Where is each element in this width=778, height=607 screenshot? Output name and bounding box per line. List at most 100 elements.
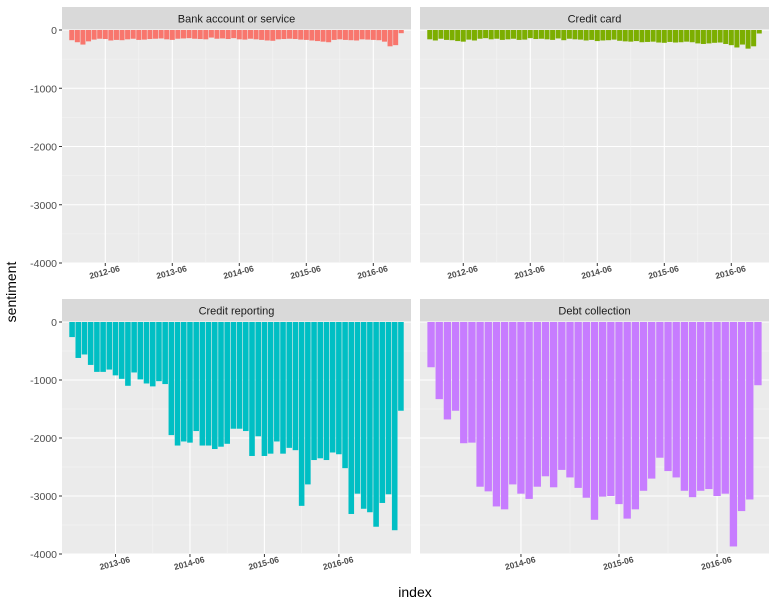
bar [499, 30, 505, 40]
bar [517, 322, 525, 494]
x-axis-title: index [398, 584, 431, 600]
bar [737, 322, 746, 512]
bar [555, 30, 561, 39]
bar [656, 322, 664, 458]
bar [311, 322, 317, 461]
bar [102, 30, 108, 40]
bar [544, 30, 550, 40]
bar [611, 30, 617, 40]
bar [639, 30, 645, 43]
x-tick-label: 2014-06 [222, 263, 255, 281]
bar [648, 322, 656, 479]
bar [509, 322, 517, 485]
facet-strip-label: Credit card [568, 14, 622, 26]
facet-strip [62, 299, 411, 322]
bar [348, 30, 354, 41]
bar [270, 30, 276, 41]
bar [267, 322, 274, 454]
bar [131, 322, 137, 373]
bar [208, 30, 214, 38]
bar [751, 30, 757, 47]
bar [320, 30, 326, 42]
x-tick-label: 2016-06 [700, 554, 733, 572]
bar [314, 30, 320, 42]
bar [259, 30, 265, 40]
bar [236, 30, 242, 40]
bar [451, 322, 460, 411]
bar [354, 322, 361, 494]
bar [130, 30, 136, 39]
bar [175, 30, 181, 39]
bar [149, 322, 156, 387]
bar [605, 30, 611, 41]
bar [169, 30, 175, 40]
bar [471, 30, 477, 41]
bar [147, 30, 153, 40]
facet-strip [420, 299, 769, 322]
bar [746, 322, 754, 500]
bar [631, 322, 640, 510]
bar [706, 30, 712, 44]
bar [721, 322, 729, 494]
bar [729, 322, 738, 547]
bar [723, 30, 729, 44]
bar [298, 30, 304, 40]
bar [180, 322, 187, 442]
bar [112, 322, 119, 376]
bar [500, 322, 509, 510]
bar [119, 30, 125, 41]
bar [230, 322, 237, 429]
bar [274, 322, 280, 442]
bar [566, 30, 572, 39]
bar [468, 322, 476, 443]
bar [317, 322, 324, 459]
bar [141, 30, 147, 40]
bar [287, 30, 293, 39]
bar [688, 322, 697, 498]
bar [728, 30, 734, 46]
bar [525, 322, 533, 499]
bar [712, 30, 718, 43]
facet-panel-1: Bank account or service 0 -1000 -2000 -3000 -… [30, 7, 411, 281]
bar [589, 30, 595, 40]
bar [739, 30, 745, 45]
bar [370, 30, 376, 40]
bar [713, 322, 721, 496]
bar [667, 30, 673, 42]
y-tick-label: -3000 [30, 491, 57, 503]
bar [533, 322, 541, 487]
bar [583, 30, 589, 41]
bar [449, 30, 455, 41]
y-tick-label: -2000 [30, 142, 57, 154]
facet-strip [62, 7, 411, 30]
bar [186, 30, 192, 39]
bar [286, 322, 293, 448]
bar [549, 322, 558, 488]
bar [247, 30, 253, 39]
bar [342, 30, 348, 40]
facet-panel-2: Credit card 2012-06 2013-06 2014-06 2015-06 2… [420, 7, 769, 281]
bar [607, 322, 615, 496]
bar [527, 30, 533, 39]
bar [261, 322, 268, 456]
bar [672, 322, 680, 478]
bar [680, 322, 689, 491]
bar [168, 322, 175, 436]
bar [197, 30, 203, 40]
bar [700, 30, 706, 44]
x-tick-label: 2014-06 [580, 263, 613, 281]
bar [242, 30, 248, 40]
facet-strip-label: Bank account or service [178, 14, 295, 26]
x-tick-label: 2015-06 [247, 554, 280, 572]
bar [158, 30, 164, 39]
bar [387, 30, 393, 47]
bar [193, 322, 199, 432]
bar [264, 30, 270, 41]
bar [572, 30, 578, 40]
bar [678, 30, 684, 43]
bar [231, 30, 237, 39]
bar [180, 30, 186, 39]
bar [225, 30, 231, 40]
bar [80, 30, 86, 45]
bar [484, 322, 492, 492]
